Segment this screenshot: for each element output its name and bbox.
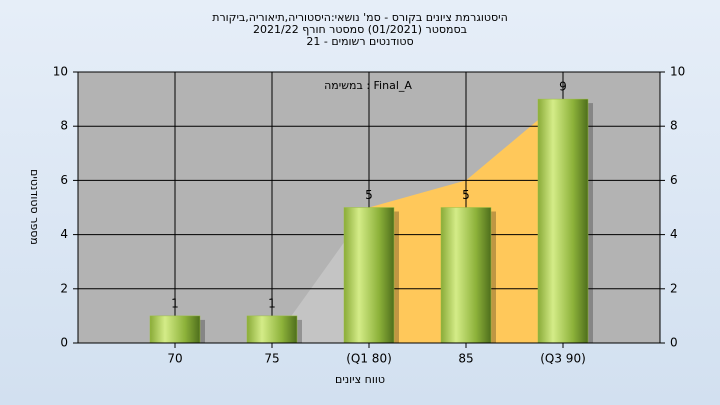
y2-tick-label: 8 xyxy=(670,119,678,133)
y-tick-label: 2 xyxy=(60,281,68,295)
y-tick-label: 4 xyxy=(60,227,68,241)
x-tick-label: 85 xyxy=(458,352,473,366)
chart-title: היסטוגרמת ציונים בקורס - סמ' נושאי:היסטו… xyxy=(212,11,508,24)
data-label: 9 xyxy=(559,80,567,94)
chart-subtitle: סטודנטים רשומים - 21 xyxy=(306,35,413,48)
x-tick-label: (Q1 80) xyxy=(346,352,392,366)
data-label: 1 xyxy=(171,296,179,310)
bar xyxy=(537,98,589,344)
data-label: 5 xyxy=(462,188,470,202)
y2-tick-label: 6 xyxy=(670,173,678,187)
chart-subtitle: בסמסטר (01/2021) סמסטר חורף 2021/22 xyxy=(253,23,467,36)
y-tick-label: 6 xyxy=(60,173,68,187)
y2-tick-label: 2 xyxy=(670,281,678,295)
y-tick-label: 10 xyxy=(53,65,68,79)
plot-border xyxy=(77,71,661,344)
y-axis-label: מספר סטודנטים xyxy=(28,169,41,245)
y-tick-label: 8 xyxy=(60,119,68,133)
x-axis-label: טווח ציונים xyxy=(335,373,385,386)
y2-tick-label: 10 xyxy=(670,65,685,79)
y2-tick-label: 4 xyxy=(670,227,678,241)
annotation: במשימה : Final_A xyxy=(324,79,412,92)
bar xyxy=(149,315,201,344)
bar xyxy=(440,207,492,344)
bar xyxy=(343,207,395,344)
x-tick-label: 75 xyxy=(264,352,279,366)
bar xyxy=(246,315,298,344)
x-tick-label: 70 xyxy=(167,352,182,366)
x-tick-label: (Q3 90) xyxy=(540,352,586,366)
y2-tick-label: 0 xyxy=(670,336,678,350)
data-label: 5 xyxy=(365,188,373,202)
y-tick-label: 0 xyxy=(60,336,68,350)
data-label: 1 xyxy=(268,296,276,310)
